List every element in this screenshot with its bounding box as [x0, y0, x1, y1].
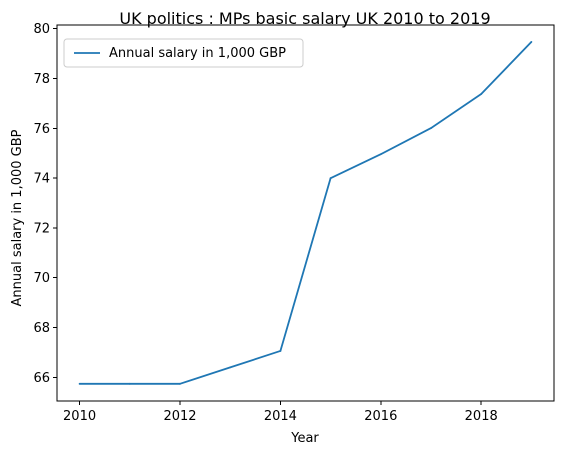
- y-tick-label: 68: [33, 321, 50, 336]
- data-point: [379, 153, 382, 156]
- y-tick-label: 80: [33, 22, 50, 37]
- data-point: [329, 177, 332, 180]
- y-tick-label: 78: [33, 72, 50, 87]
- data-point: [279, 350, 282, 352]
- y-axis-label: Annual salary in 1,000 GBP: [10, 129, 25, 306]
- x-axis: 2010 2012 2014 2016 2018: [63, 401, 498, 424]
- y-tick-label: 70: [33, 271, 50, 286]
- y-axis: 66 68 70 72 74 76 78 80: [33, 22, 57, 386]
- data-point: [480, 93, 483, 95]
- chart-title: UK politics : MPs basic salary UK 2010 t…: [119, 9, 490, 28]
- data-point: [229, 366, 232, 369]
- series-line-0: [79, 41, 533, 385]
- legend-box: [63, 38, 304, 68]
- plot-area: [78, 41, 533, 385]
- x-tick-label: 2012: [163, 409, 196, 424]
- data-point: [128, 382, 131, 385]
- y-tick-label: 74: [33, 172, 50, 187]
- y-tick-label: 76: [33, 122, 50, 137]
- y-tick-label: 72: [33, 221, 50, 236]
- x-tick-label: 2016: [364, 409, 397, 424]
- axes-frame: [56, 24, 555, 402]
- data-point: [530, 41, 533, 43]
- data-point: [179, 382, 181, 385]
- x-tick-label: 2014: [264, 409, 297, 424]
- x-tick-label: 2018: [465, 409, 498, 424]
- x-axis-label: Year: [290, 431, 319, 446]
- data-point: [430, 127, 432, 129]
- data-point: [78, 382, 81, 385]
- y-tick-label: 66: [33, 371, 50, 386]
- legend: Annual salary in 1,000 GBP: [63, 38, 304, 68]
- legend-label: Annual salary in 1,000 GBP: [109, 46, 286, 61]
- x-tick-label: 2010: [63, 409, 96, 424]
